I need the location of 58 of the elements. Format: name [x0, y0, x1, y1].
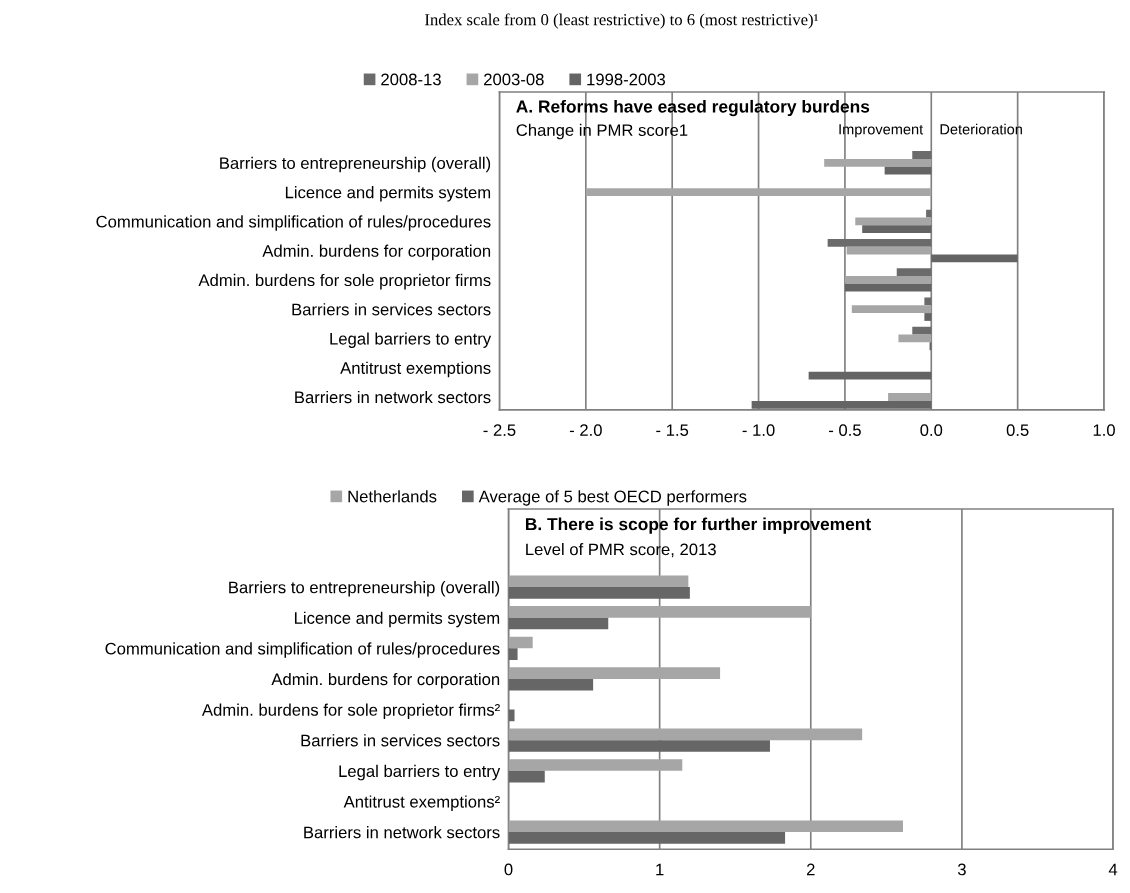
bar [508, 667, 721, 679]
y-tick-label: Barriers in network sectors [295, 390, 491, 404]
x-tick-label: - 1.5 [656, 424, 689, 437]
x-tick-label: 4 [1108, 863, 1118, 876]
x-tick-label: 2 [806, 863, 815, 876]
legend-label: 1998-2003 [587, 73, 666, 86]
chart-title: A. Reforms have eased regulatory burdens [516, 99, 870, 117]
y-tick-label: Barriers in network sectors [304, 826, 500, 839]
legend-label: Average of 5 best OECD performers [478, 490, 747, 506]
y-tick-label: Legal barriers to entry [339, 764, 501, 781]
text: Deterioration [940, 123, 1022, 135]
bar [508, 709, 515, 722]
bar [508, 740, 770, 752]
bar [508, 587, 690, 599]
bar [508, 759, 683, 771]
chart-subtitle: Level of PMR score, 2013 [526, 543, 716, 558]
y-tick-label: Admin. burdens for sole proprietor firms [198, 273, 491, 290]
bar [508, 575, 689, 588]
bar [508, 728, 863, 741]
legend-label: 2008-13 [381, 73, 441, 86]
x-tick-label: - 2.0 [569, 424, 602, 437]
y-tick-label: Admin. burdens for corporation [271, 672, 500, 689]
y-tick-label: Licence and permits system [285, 186, 491, 202]
chart-title: B. There is scope for further improvement [525, 517, 871, 534]
bar [508, 820, 903, 833]
bar [508, 770, 545, 783]
y-tick-label: Communication and simplification of rules/procedures [105, 642, 500, 658]
y-tick-label: Barriers to entrepreneurship (overall) [220, 156, 491, 173]
legend-label: Netherlands [348, 490, 437, 503]
text: Improvement [839, 124, 924, 138]
y-tick-label: Barriers in services sectors [292, 303, 491, 316]
x-tick-label: - 0.5 [828, 424, 861, 437]
legend-label: 2003-08 [484, 73, 544, 86]
chart-subtitle: Change in PMR score1 [516, 123, 688, 140]
x-tick-label: - 1.0 [742, 424, 775, 437]
bar [508, 617, 609, 630]
bar [508, 606, 811, 618]
bar [508, 678, 594, 691]
bar [508, 832, 786, 844]
x-tick-label: 0.5 [1006, 424, 1029, 437]
x-tick-label: - 2.5 [483, 424, 516, 437]
y-tick-label: Antitrust exemptions² [343, 795, 500, 811]
y-tick-label: Antitrust exemptions [340, 361, 491, 378]
y-tick-label: Communication and simplification of rules/procedures [96, 215, 491, 231]
text: Index scale from 0 (least restrictive) to 6 (most restrictive)¹ [425, 13, 819, 29]
x-tick-label: 1.0 [1093, 424, 1115, 437]
y-tick-label: Barriers to entrepreneurship (overall) [229, 581, 500, 597]
x-tick-label: 0 [504, 863, 513, 876]
bar [508, 636, 533, 649]
y-tick-label: Licence and permits system [294, 611, 500, 628]
x-tick-label: 3 [957, 863, 966, 876]
bar [508, 648, 518, 660]
x-tick-label: 1 [656, 863, 664, 876]
y-tick-label: Admin. burdens for corporation [262, 244, 491, 261]
y-tick-label: Legal barriers to entry [330, 332, 492, 348]
y-tick-label: Barriers in services sectors [301, 734, 500, 747]
x-tick-label: 0.0 [920, 424, 943, 437]
y-tick-label: Admin. burdens for sole proprietor firms² [201, 703, 500, 720]
